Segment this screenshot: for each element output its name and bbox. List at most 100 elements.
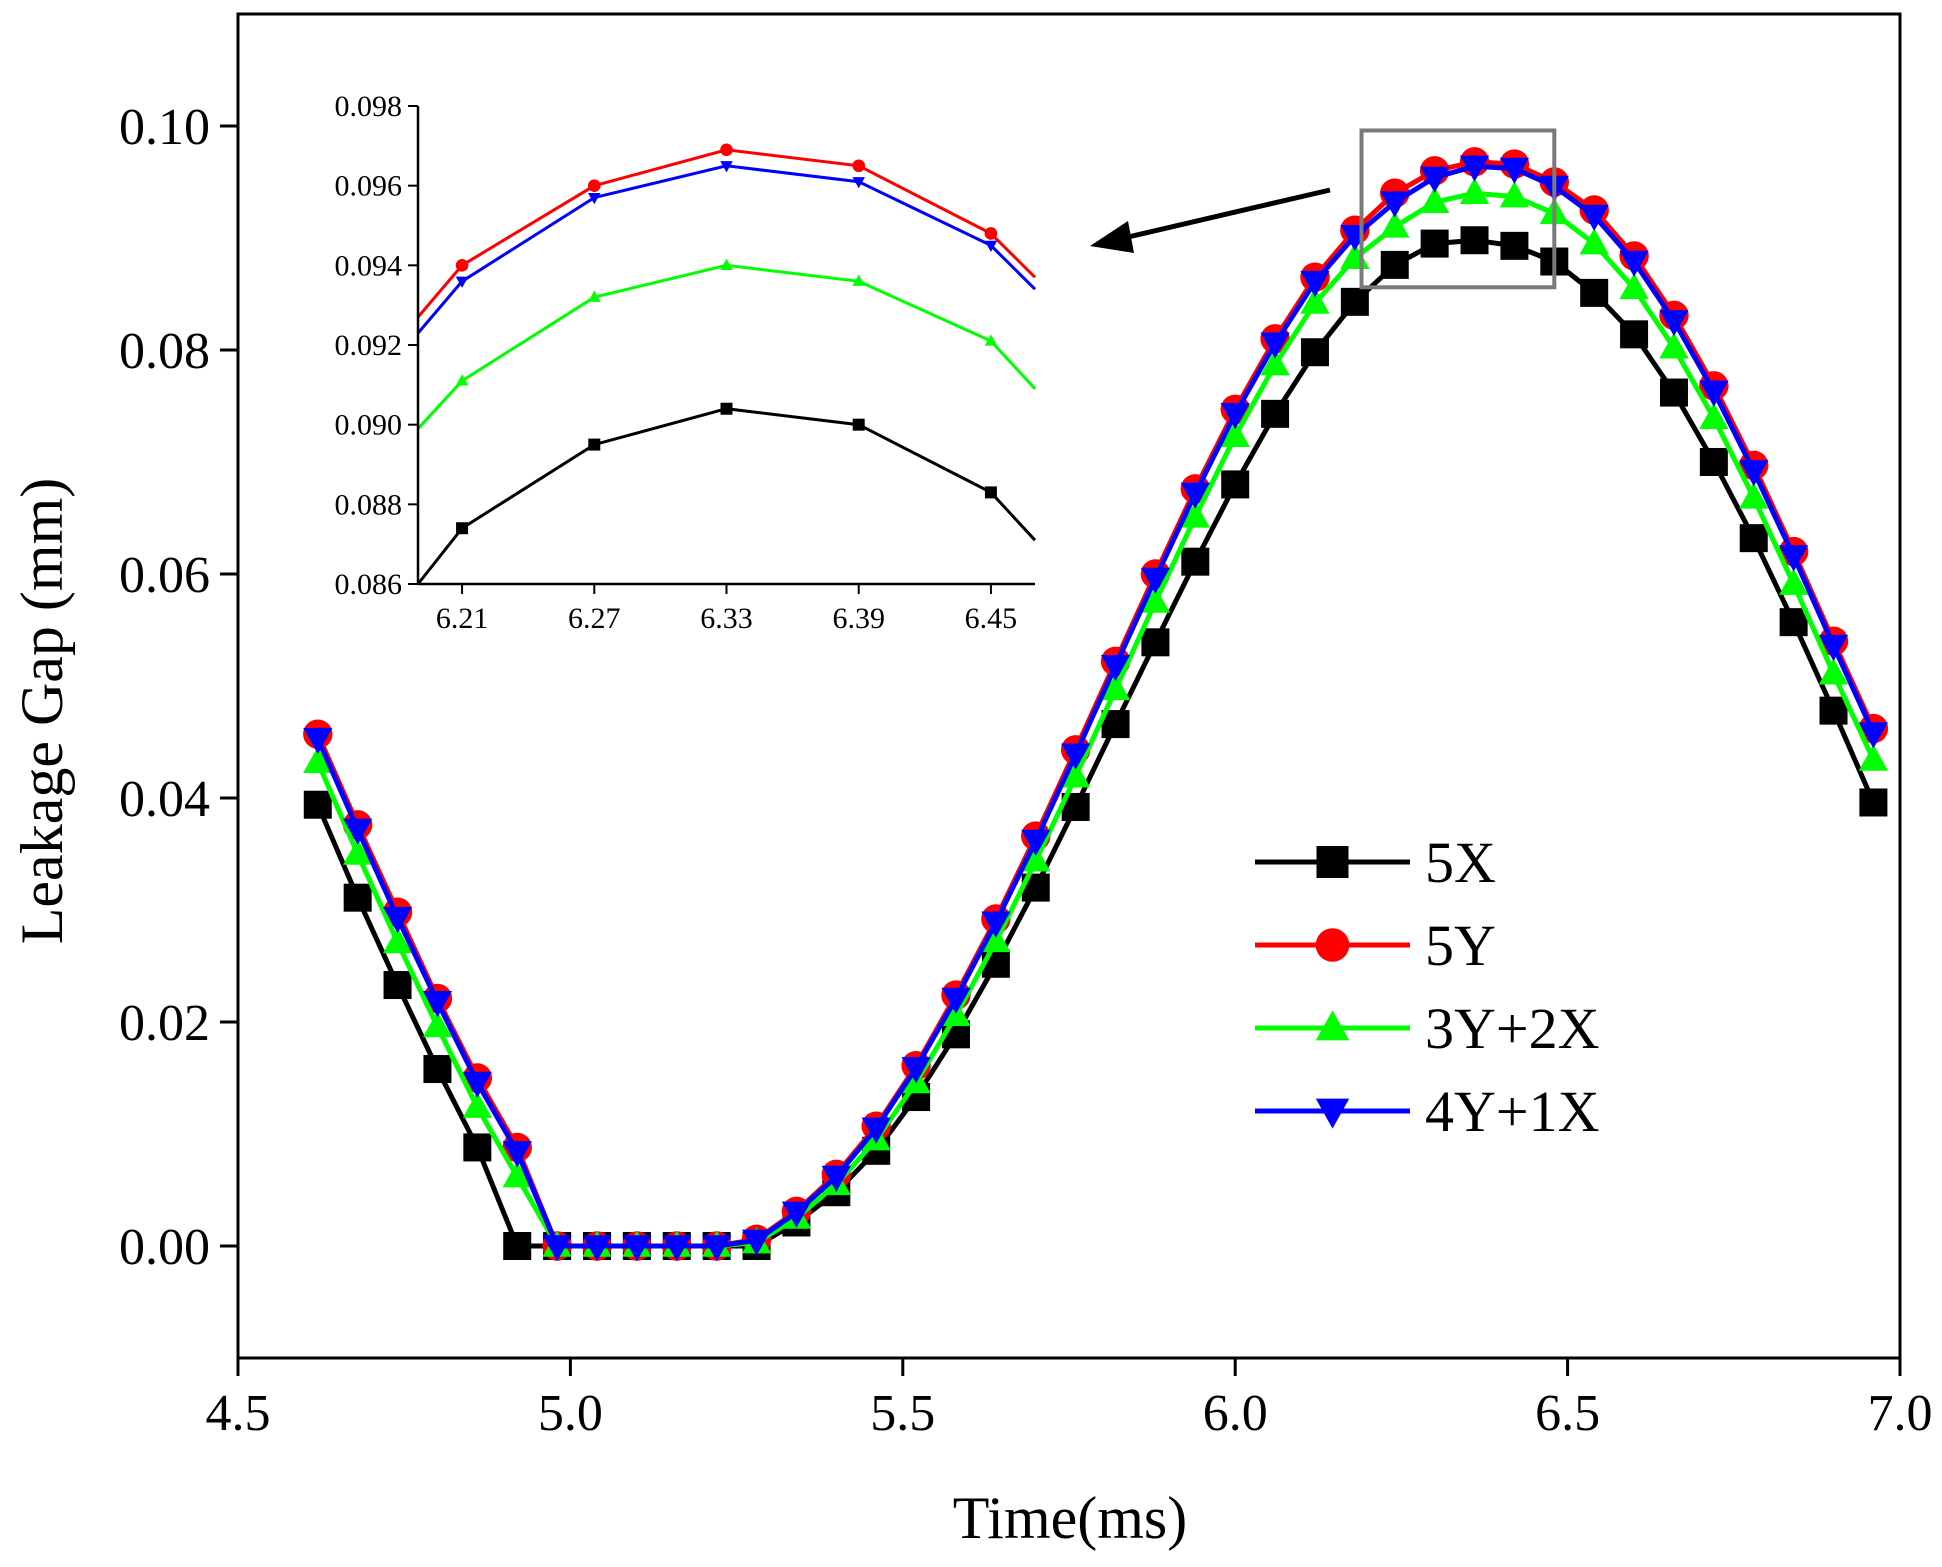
inset-x-tick-label: 6.21: [436, 602, 489, 635]
data-point: [1499, 157, 1530, 184]
data-point: [1659, 378, 1688, 407]
inset-y-tick-label: 0.086: [335, 568, 403, 601]
y-tick-label: 0.10: [119, 99, 210, 156]
legend: 5X 5Y 3Y+2X 4Y+1X: [1255, 830, 1599, 1144]
inset-series-5y: [416, 143, 1037, 319]
zoom-box: [1359, 128, 1557, 290]
inset-x-tick-label: 6.27: [568, 602, 621, 635]
data-point: [1499, 181, 1530, 208]
data-point: [1699, 448, 1728, 476]
inset-y-tick-label: 0.098: [335, 90, 403, 123]
inset-data-point: [720, 161, 733, 173]
data-point: [1340, 287, 1369, 316]
legend-item-3y-2x: 3Y+2X: [1255, 996, 1599, 1061]
data-point: [1021, 845, 1051, 872]
y-axis-label: Leakage Gap (mm): [9, 478, 75, 944]
data-point: [1380, 250, 1409, 279]
data-point: [1260, 332, 1290, 359]
x-tick-label: 5.0: [538, 1385, 603, 1442]
inset-data-point: [455, 374, 469, 386]
data-point: [1619, 250, 1649, 277]
data-point: [1420, 166, 1450, 193]
inset-data-point: [984, 334, 998, 346]
data-point: [422, 991, 453, 1018]
inset-data-point: [852, 274, 865, 286]
data-point: [303, 727, 333, 755]
inset-x-tick-label: 6.33: [700, 602, 753, 635]
data-point: [1140, 586, 1171, 613]
inset-data-point: [587, 179, 601, 192]
inset-data-point: [984, 240, 998, 253]
legend-item-4y-1x: 4Y+1X: [1255, 1079, 1599, 1144]
data-point: [463, 1133, 492, 1162]
series-4y-1x: [303, 155, 1889, 1262]
inset-data-point: [455, 259, 469, 272]
data-point: [781, 1201, 812, 1228]
data-point: [941, 987, 971, 1014]
data-point: [423, 1055, 452, 1084]
data-point: [1699, 380, 1729, 407]
legend-label: 5X: [1425, 830, 1496, 895]
data-point: [821, 1165, 851, 1192]
data-point: [1459, 177, 1490, 204]
legend-marker: [1315, 1010, 1350, 1041]
data-point: [1818, 634, 1849, 662]
legend-label: 5Y: [1425, 913, 1496, 978]
data-point: [1420, 229, 1449, 258]
data-point: [1300, 287, 1330, 314]
inset-data-point: [720, 258, 733, 270]
inset-data-point: [588, 290, 601, 302]
x-tick-label: 7.0: [1868, 1385, 1933, 1442]
inset-data-point: [852, 418, 865, 431]
data-point: [1779, 545, 1809, 572]
data-point: [303, 746, 333, 773]
data-point: [622, 1235, 652, 1262]
data-point: [1061, 761, 1091, 788]
x-axis-label: Time(ms): [953, 1485, 1188, 1551]
data-point: [1100, 655, 1131, 682]
inset-data-point: [720, 402, 733, 415]
inset-y-tick-label: 0.096: [335, 170, 403, 203]
inset-data-point: [588, 192, 601, 205]
data-point: [1221, 470, 1250, 499]
legend-marker: [1315, 1098, 1350, 1129]
data-point: [1181, 547, 1210, 576]
inset-series-4y-1x: [416, 161, 1037, 335]
x-tick-label: 5.5: [870, 1385, 935, 1442]
data-point: [1021, 829, 1051, 856]
data-point: [502, 1161, 532, 1188]
data-point: [383, 971, 412, 1000]
inset-series-5x: [416, 402, 1037, 585]
data-point: [1699, 402, 1729, 430]
data-point: [702, 1235, 732, 1262]
data-point: [1858, 744, 1889, 771]
y-tick-label: 0.06: [119, 547, 210, 604]
legend-marker: [1316, 846, 1349, 878]
x-tick-label: 6.5: [1535, 1385, 1600, 1442]
data-point: [343, 818, 373, 845]
data-point: [1380, 211, 1410, 238]
y-tick-label: 0.08: [119, 323, 210, 380]
data-point: [422, 1011, 453, 1038]
data-point: [901, 1057, 931, 1084]
data-point: [343, 883, 372, 912]
data-point: [1620, 320, 1649, 349]
inset-data-point: [720, 143, 733, 157]
data-point: [503, 1232, 532, 1260]
data-point: [1500, 231, 1529, 260]
data-point: [1100, 673, 1131, 701]
zoom-indicator: [1090, 128, 1557, 290]
data-point: [1579, 204, 1609, 231]
data-point: [1061, 743, 1091, 770]
legend-marker: [1315, 928, 1350, 962]
inset-x-tick-label: 6.39: [832, 602, 885, 635]
inset-data-point: [984, 486, 997, 499]
inset-series-3y-2x: [416, 258, 1037, 430]
inset-x-tick-label: 6.45: [965, 602, 1018, 635]
data-point: [1580, 278, 1609, 307]
data-point: [1739, 524, 1768, 553]
data-point: [1140, 567, 1171, 594]
inset-background: [418, 106, 1035, 584]
data-point: [1619, 273, 1649, 300]
